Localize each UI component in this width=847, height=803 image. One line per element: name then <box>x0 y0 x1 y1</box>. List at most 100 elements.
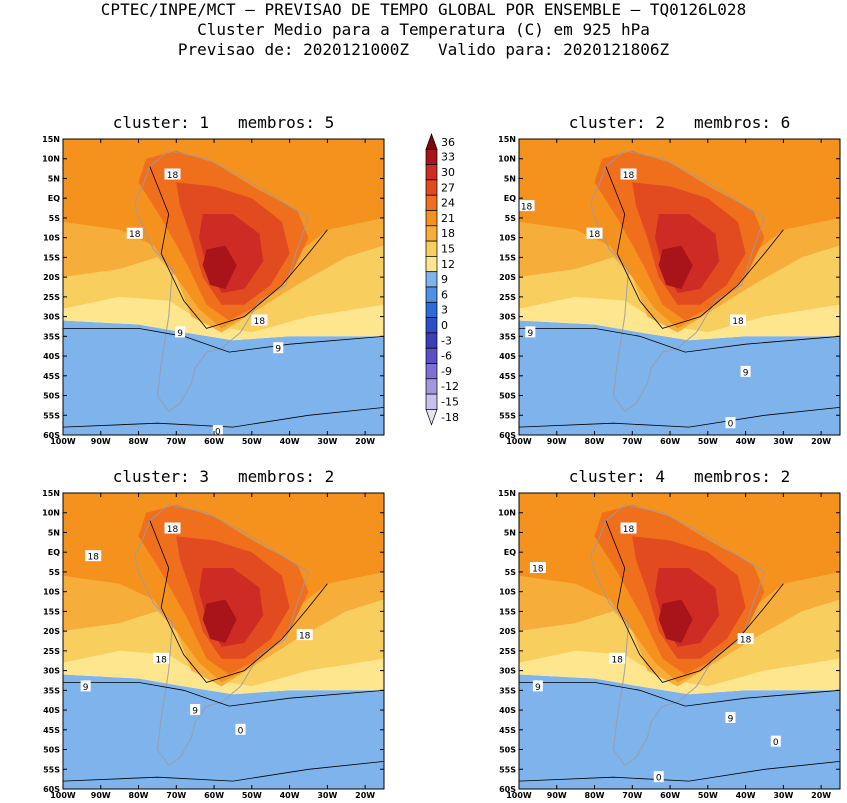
lon-label-20W: 20W <box>355 791 375 800</box>
contour-label-box-4-7 <box>653 771 664 783</box>
contour-label-box-4-4 <box>532 680 543 692</box>
contour-label-2-5: 9 <box>743 368 749 378</box>
colorbar-segment-13 <box>425 332 438 349</box>
contour-label-box-3-3 <box>153 652 170 664</box>
lat-label-60S: 60S <box>43 431 60 440</box>
contour-label-1-3: 9 <box>177 329 183 339</box>
lon-label-30W: 30W <box>317 791 337 800</box>
colorbar-segment-14 <box>425 347 438 364</box>
lat-label-35S: 35S <box>43 686 60 695</box>
map-frame-4 <box>518 492 841 790</box>
contour-label-2-2: 18 <box>589 230 601 240</box>
colorbar-arrow-top <box>425 132 438 150</box>
colorbar-segment-2 <box>425 164 438 181</box>
contour-label-3-4: 9 <box>83 683 89 693</box>
contour-label-box-1-3 <box>175 326 186 338</box>
temperature-band-4-5 <box>519 674 840 789</box>
lat-label-EQ: EQ <box>48 548 60 557</box>
colorbar-segment-3 <box>425 179 438 196</box>
lon-label-70W: 70W <box>622 791 642 800</box>
contour-18-3 <box>149 520 328 683</box>
lat-label-55S: 55S <box>499 765 516 774</box>
lat-label-EQ: EQ <box>48 194 60 203</box>
map-panel-1: 18 18 18 9 9 0 15N 10N 5N EQ 5S 10S 15S 20S 25S 30S 35S 4… <box>42 135 385 446</box>
contour-0-4 <box>519 761 840 782</box>
lat-label-25S: 25S <box>43 647 60 656</box>
lat-label-35S: 35S <box>499 686 516 695</box>
contour-label-box-3-0 <box>164 522 181 534</box>
lat-label-40S: 40S <box>499 706 516 715</box>
lat-label-20S: 20S <box>43 627 60 636</box>
temperature-band-3-6 <box>63 650 384 695</box>
colorbar-segment-9 <box>425 271 438 288</box>
colorbar-segment-15 <box>425 363 438 380</box>
lat-label-20S: 20S <box>43 273 60 282</box>
contour-label-box-3-5 <box>190 704 201 716</box>
lon-label-80W: 80W <box>585 791 605 800</box>
contour-label-4-2: 18 <box>740 636 752 646</box>
lon-label-30W: 30W <box>773 437 793 446</box>
contour-18-4 <box>605 520 784 683</box>
temperature-band-2-5 <box>519 320 840 435</box>
colorbar-segment-11 <box>425 301 438 318</box>
figure-title-line-2: Cluster Medio para a Temperatura (C) em … <box>197 20 650 39</box>
contour-label-box-3-2 <box>296 629 313 641</box>
contour-label-2-1: 18 <box>521 203 533 213</box>
contour-9-4 <box>519 681 840 707</box>
contour-label-box-3-4 <box>80 680 91 692</box>
contour-label-box-1-0 <box>164 168 181 180</box>
lat-label-45S: 45S <box>43 372 60 381</box>
lat-label-15S: 15S <box>43 607 60 616</box>
lon-label-100W: 100W <box>50 791 76 800</box>
lat-label-15S: 15S <box>499 253 516 262</box>
lat-label-50S: 50S <box>499 392 516 401</box>
colorbar-label-12: 12 <box>441 258 455 271</box>
colorbar-segment-10 <box>425 286 438 303</box>
contour-label-4-7: 0 <box>656 774 662 784</box>
contour-label-1-5: 0 <box>215 428 221 438</box>
contour-label-box-2-6 <box>725 417 736 429</box>
lon-label-50W: 50W <box>242 791 262 800</box>
lon-label-30W: 30W <box>317 437 337 446</box>
map-panel-2: 18 18 18 18 9 9 0 15N 10N 5N EQ 5S 10S 15S 20S 25S 30S 35… <box>498 135 841 446</box>
temperature-band-3-7 <box>63 599 384 687</box>
contour-18-2 <box>605 166 784 329</box>
contour-label-2-3: 18 <box>732 317 744 327</box>
lat-label-10N: 10N <box>42 155 60 164</box>
temperature-band-3-5 <box>63 674 384 789</box>
lat-label-60S: 60S <box>43 785 60 794</box>
lon-label-40W: 40W <box>280 791 300 800</box>
map-panel-4: 18 18 18 18 9 9 0 0 15N 10N 5N EQ 5S 10S 15S 20S 25S 30S 3… <box>498 489 841 800</box>
lat-label-30S: 30S <box>499 667 516 676</box>
contour-label-2-6: 0 <box>728 420 734 430</box>
figure-title-line-3: Previsao de: 2020121000Z Valido para: 20… <box>177 40 670 59</box>
map-frame-3 <box>62 492 385 790</box>
colorbar-label--18: -18 <box>441 411 459 424</box>
lon-label-100W: 100W <box>506 437 532 446</box>
lon-label-20W: 20W <box>811 791 831 800</box>
lon-label-70W: 70W <box>166 437 186 446</box>
lon-label-80W: 80W <box>129 791 149 800</box>
lon-label-90W: 90W <box>91 437 111 446</box>
colorbar-label-21: 21 <box>441 212 455 225</box>
lat-label-10S: 10S <box>43 234 60 243</box>
lat-label-5S: 5S <box>49 568 61 577</box>
contour-label-box-4-5 <box>725 711 736 723</box>
colorbar-segment-16 <box>425 378 438 395</box>
colorbar-label-3: 3 <box>441 304 448 317</box>
lat-label-50S: 50S <box>43 392 60 401</box>
lat-label-5N: 5N <box>504 174 516 183</box>
contour-label-3-3: 18 <box>155 655 167 665</box>
lat-label-55S: 55S <box>43 765 60 774</box>
contour-label-4-0: 18 <box>623 525 635 535</box>
coastline-4 <box>590 504 766 766</box>
map-frame-1 <box>62 138 385 436</box>
lat-label-40S: 40S <box>43 352 60 361</box>
lat-label-15N: 15N <box>42 489 60 498</box>
panel-1-title: cluster: 1 membros: 5 <box>112 113 335 132</box>
panel-4-title: cluster: 4 membros: 2 <box>568 467 791 486</box>
colorbar-arrow-bottom <box>425 409 438 426</box>
contour-label-4-1: 18 <box>532 564 544 574</box>
lon-label-100W: 100W <box>50 437 76 446</box>
